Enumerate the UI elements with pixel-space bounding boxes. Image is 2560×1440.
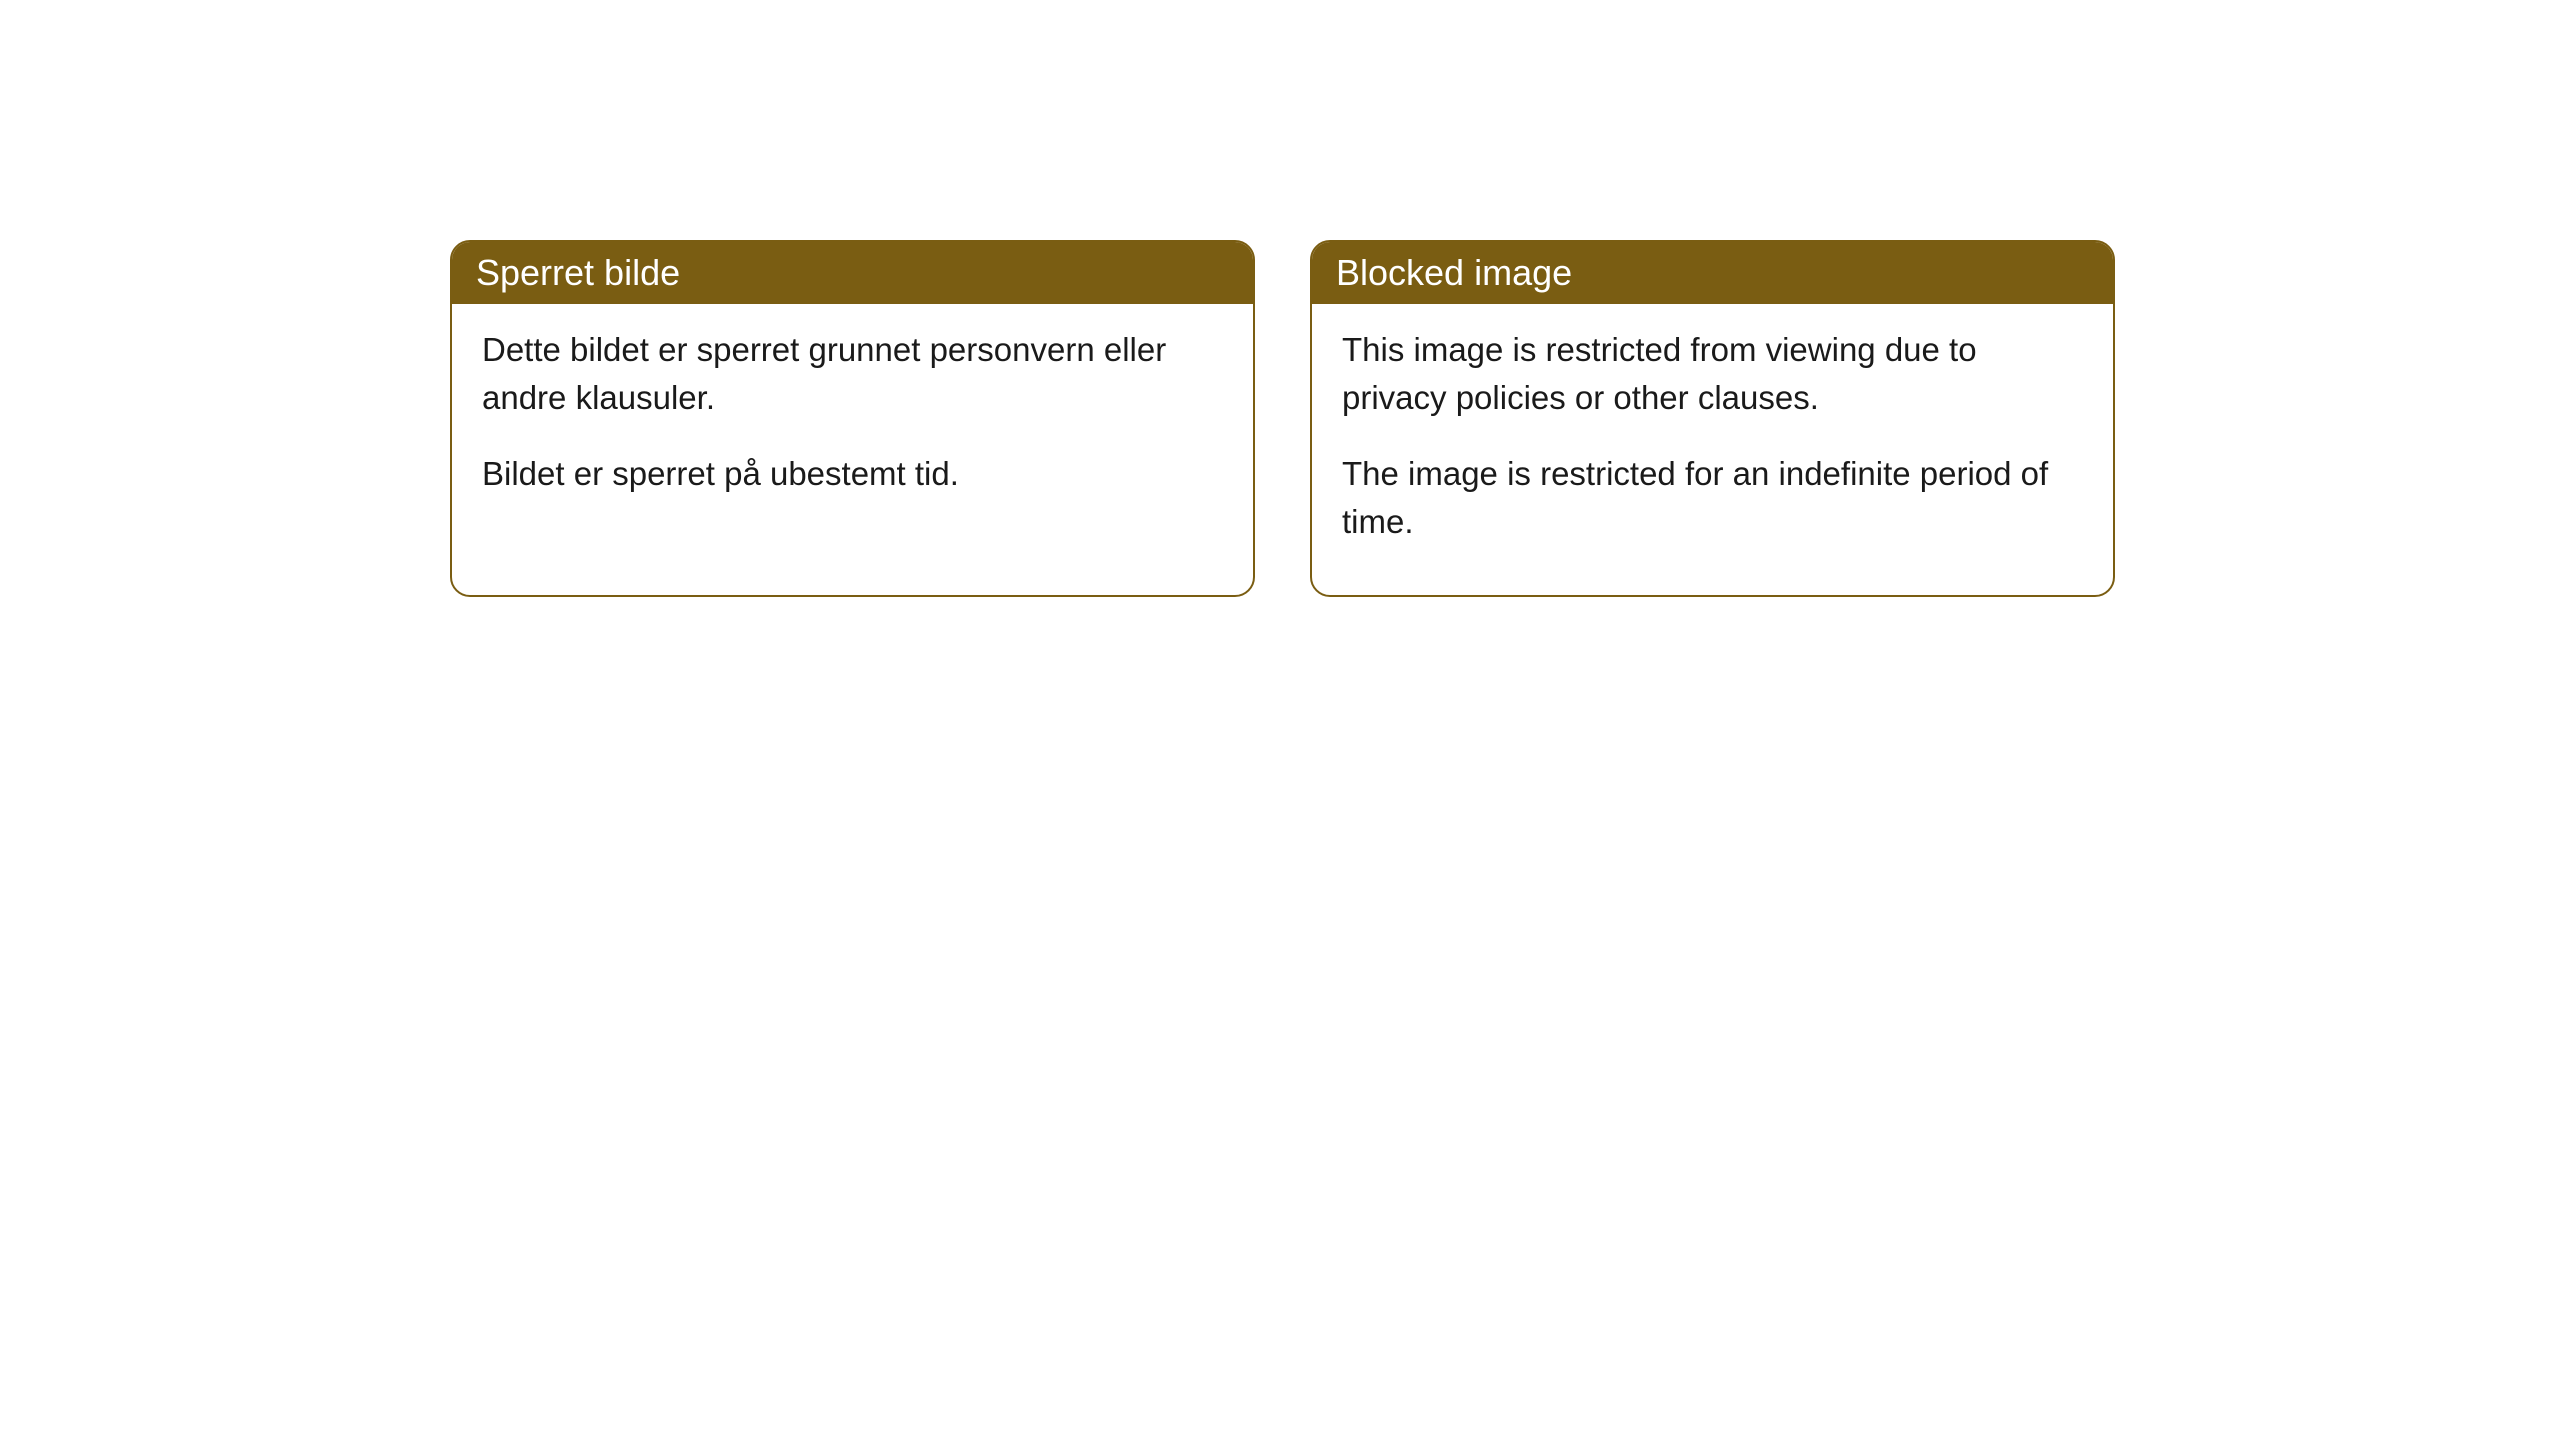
card-text-no-1: Dette bildet er sperret grunnet personve… (482, 326, 1223, 422)
blocked-image-card-no: Sperret bilde Dette bildet er sperret gr… (450, 240, 1255, 597)
card-title-no: Sperret bilde (476, 252, 680, 293)
cards-container: Sperret bilde Dette bildet er sperret gr… (450, 240, 2115, 597)
card-title-en: Blocked image (1336, 252, 1572, 293)
card-text-en-2: The image is restricted for an indefinit… (1342, 450, 2083, 546)
card-header-no: Sperret bilde (452, 242, 1253, 304)
blocked-image-card-en: Blocked image This image is restricted f… (1310, 240, 2115, 597)
card-body-no: Dette bildet er sperret grunnet personve… (452, 304, 1253, 548)
card-header-en: Blocked image (1312, 242, 2113, 304)
card-text-no-2: Bildet er sperret på ubestemt tid. (482, 450, 1223, 498)
card-text-en-1: This image is restricted from viewing du… (1342, 326, 2083, 422)
card-body-en: This image is restricted from viewing du… (1312, 304, 2113, 595)
